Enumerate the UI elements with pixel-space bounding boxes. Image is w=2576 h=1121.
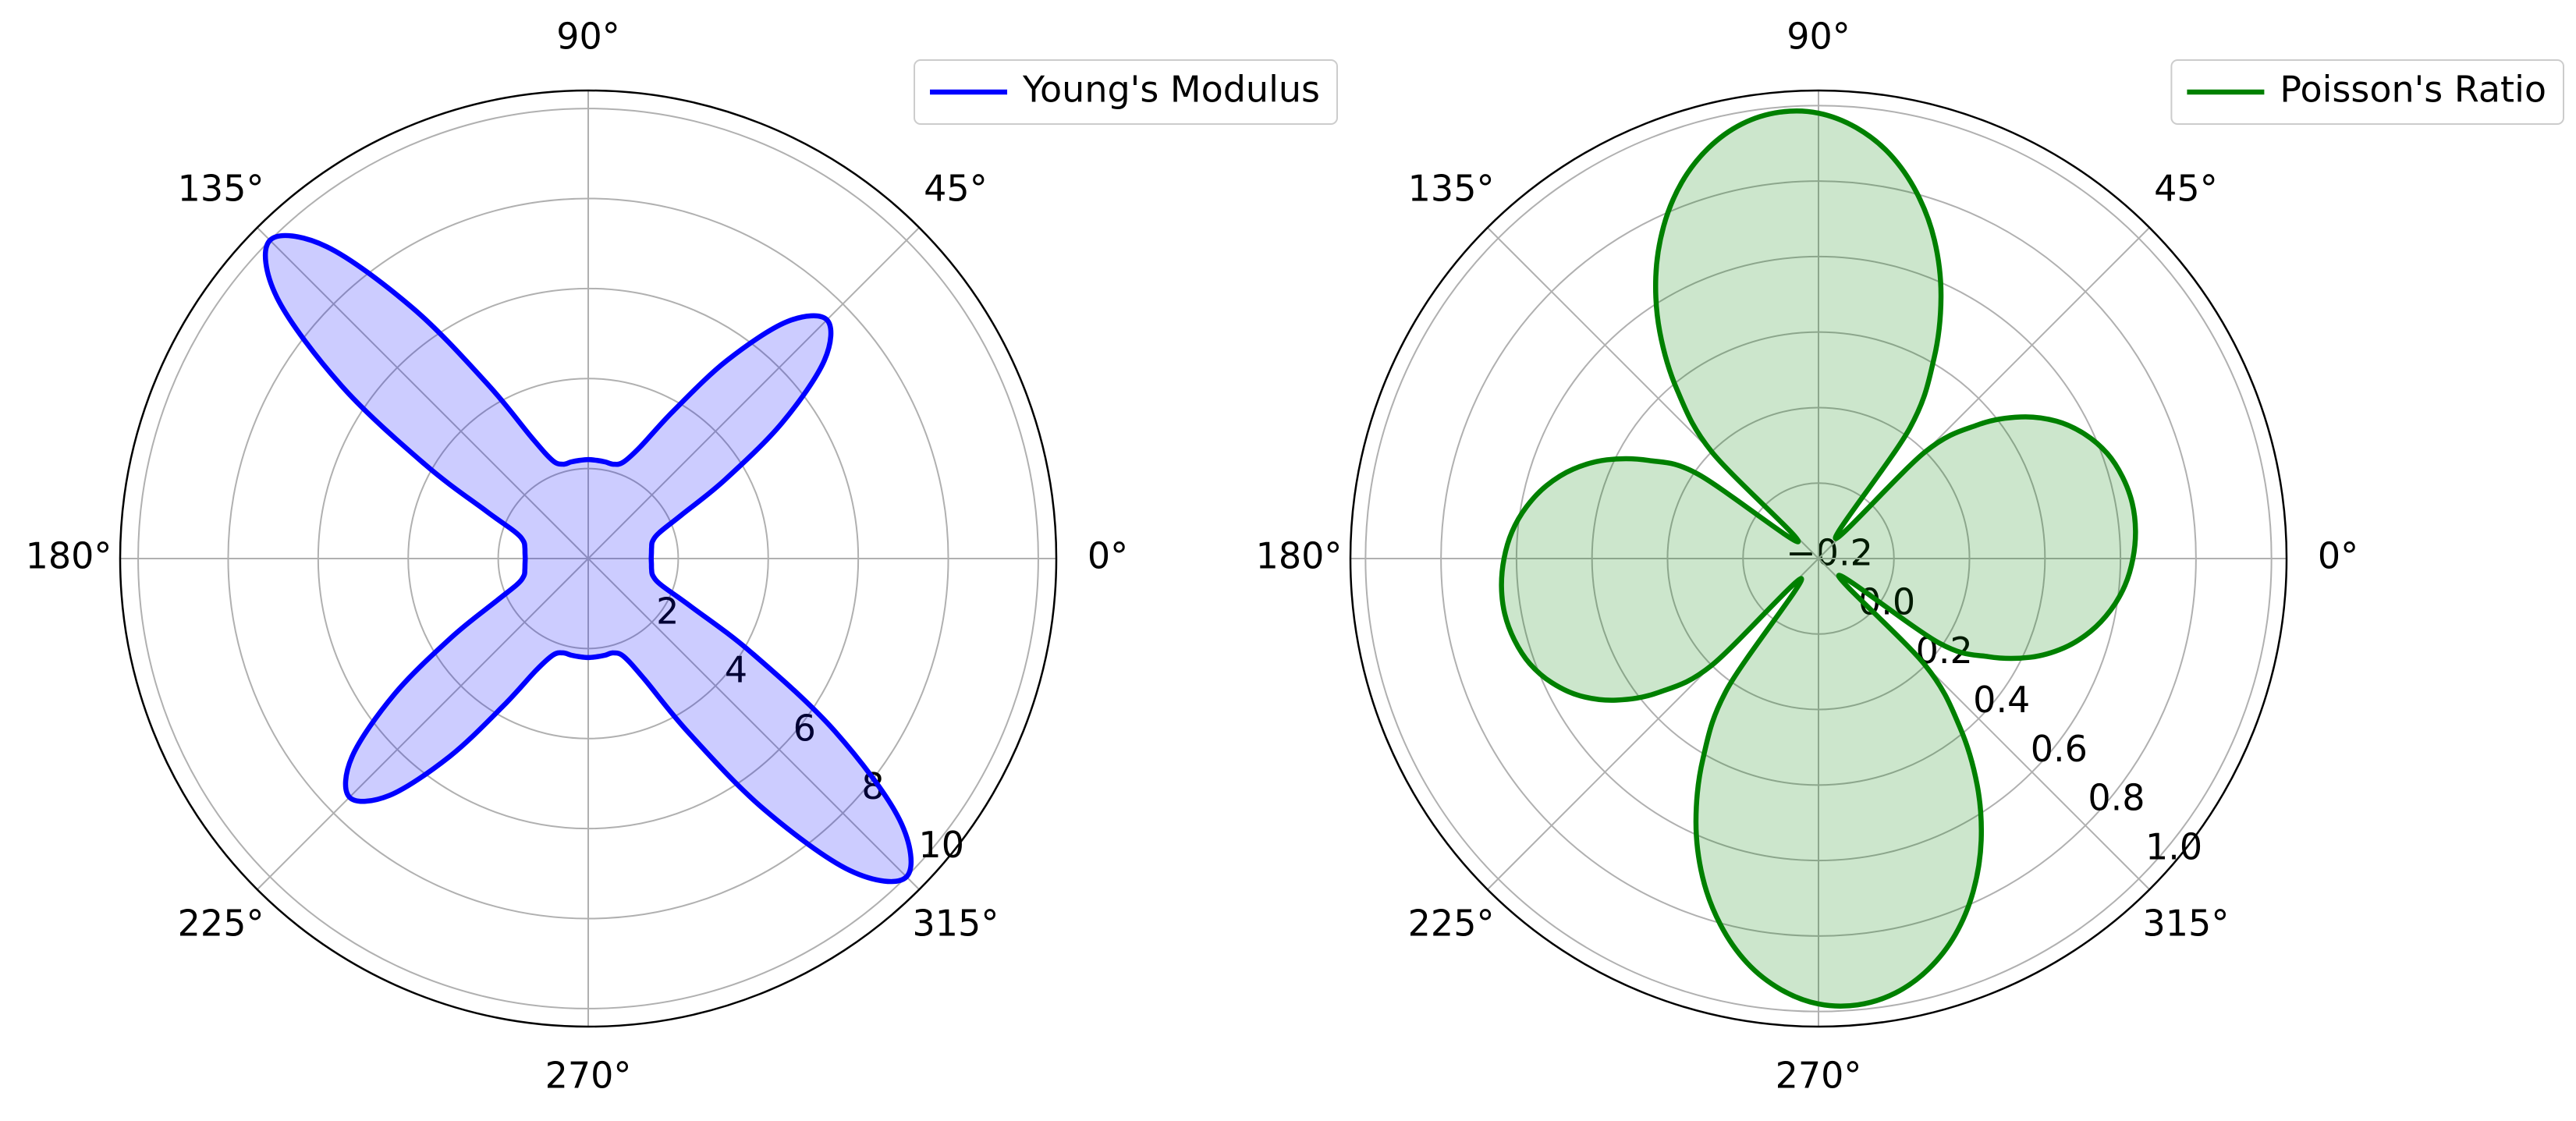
angle-tick-label: 225° xyxy=(1408,902,1495,944)
legend-label: Poisson's Ratio xyxy=(2280,69,2546,111)
angle-tick-label: 90° xyxy=(1787,16,1850,58)
r-tick-label: 0.4 xyxy=(1973,679,2030,721)
angle-tick-label: 0° xyxy=(2318,535,2358,577)
angle-tick-label: 45° xyxy=(2154,168,2218,210)
angle-tick-label: 180° xyxy=(26,535,112,577)
series-line xyxy=(1499,108,2138,1009)
series-area xyxy=(265,235,911,882)
r-tick-label: 6 xyxy=(793,707,816,749)
angle-tick-label: 45° xyxy=(924,168,988,210)
r-tick-label: 10 xyxy=(918,824,964,866)
legend-label: Young's Modulus xyxy=(1022,69,1320,111)
angle-tick-label: 225° xyxy=(178,902,264,944)
grid-spoke xyxy=(257,227,589,559)
r-tick-label: 4 xyxy=(725,648,747,690)
angle-tick-label: 270° xyxy=(545,1055,632,1097)
angle-tick-label: 315° xyxy=(913,902,999,944)
legend: Young's Modulus xyxy=(914,59,1338,125)
grid-spoke xyxy=(587,558,920,890)
legend-box xyxy=(914,59,1338,125)
angle-tick-label: 270° xyxy=(1776,1055,1862,1097)
series-area xyxy=(1501,111,2136,1006)
polar-frame xyxy=(119,89,1058,1028)
r-tick-label: −0.2 xyxy=(1786,532,1873,574)
angle-tick-label: 135° xyxy=(1408,168,1495,210)
legend-box xyxy=(2170,59,2564,125)
angle-tick-label: 90° xyxy=(556,16,620,58)
r-tick-label: 0.8 xyxy=(2088,777,2145,819)
r-tick-label: 0.0 xyxy=(1858,580,1915,623)
legend: Poisson's Ratio xyxy=(2170,59,2564,125)
r-tick-label: 0.6 xyxy=(2031,728,2088,770)
r-tick-label: 1.0 xyxy=(2145,826,2202,868)
grid-spoke xyxy=(257,558,589,890)
angle-tick-label: 180° xyxy=(1256,535,1343,577)
polar-frame xyxy=(1349,89,2288,1028)
grid-spoke xyxy=(587,227,920,559)
angle-tick-label: 315° xyxy=(2143,902,2230,944)
angle-tick-label: 0° xyxy=(1088,535,1128,577)
angle-tick-label: 135° xyxy=(178,168,264,210)
series-line xyxy=(262,232,914,885)
